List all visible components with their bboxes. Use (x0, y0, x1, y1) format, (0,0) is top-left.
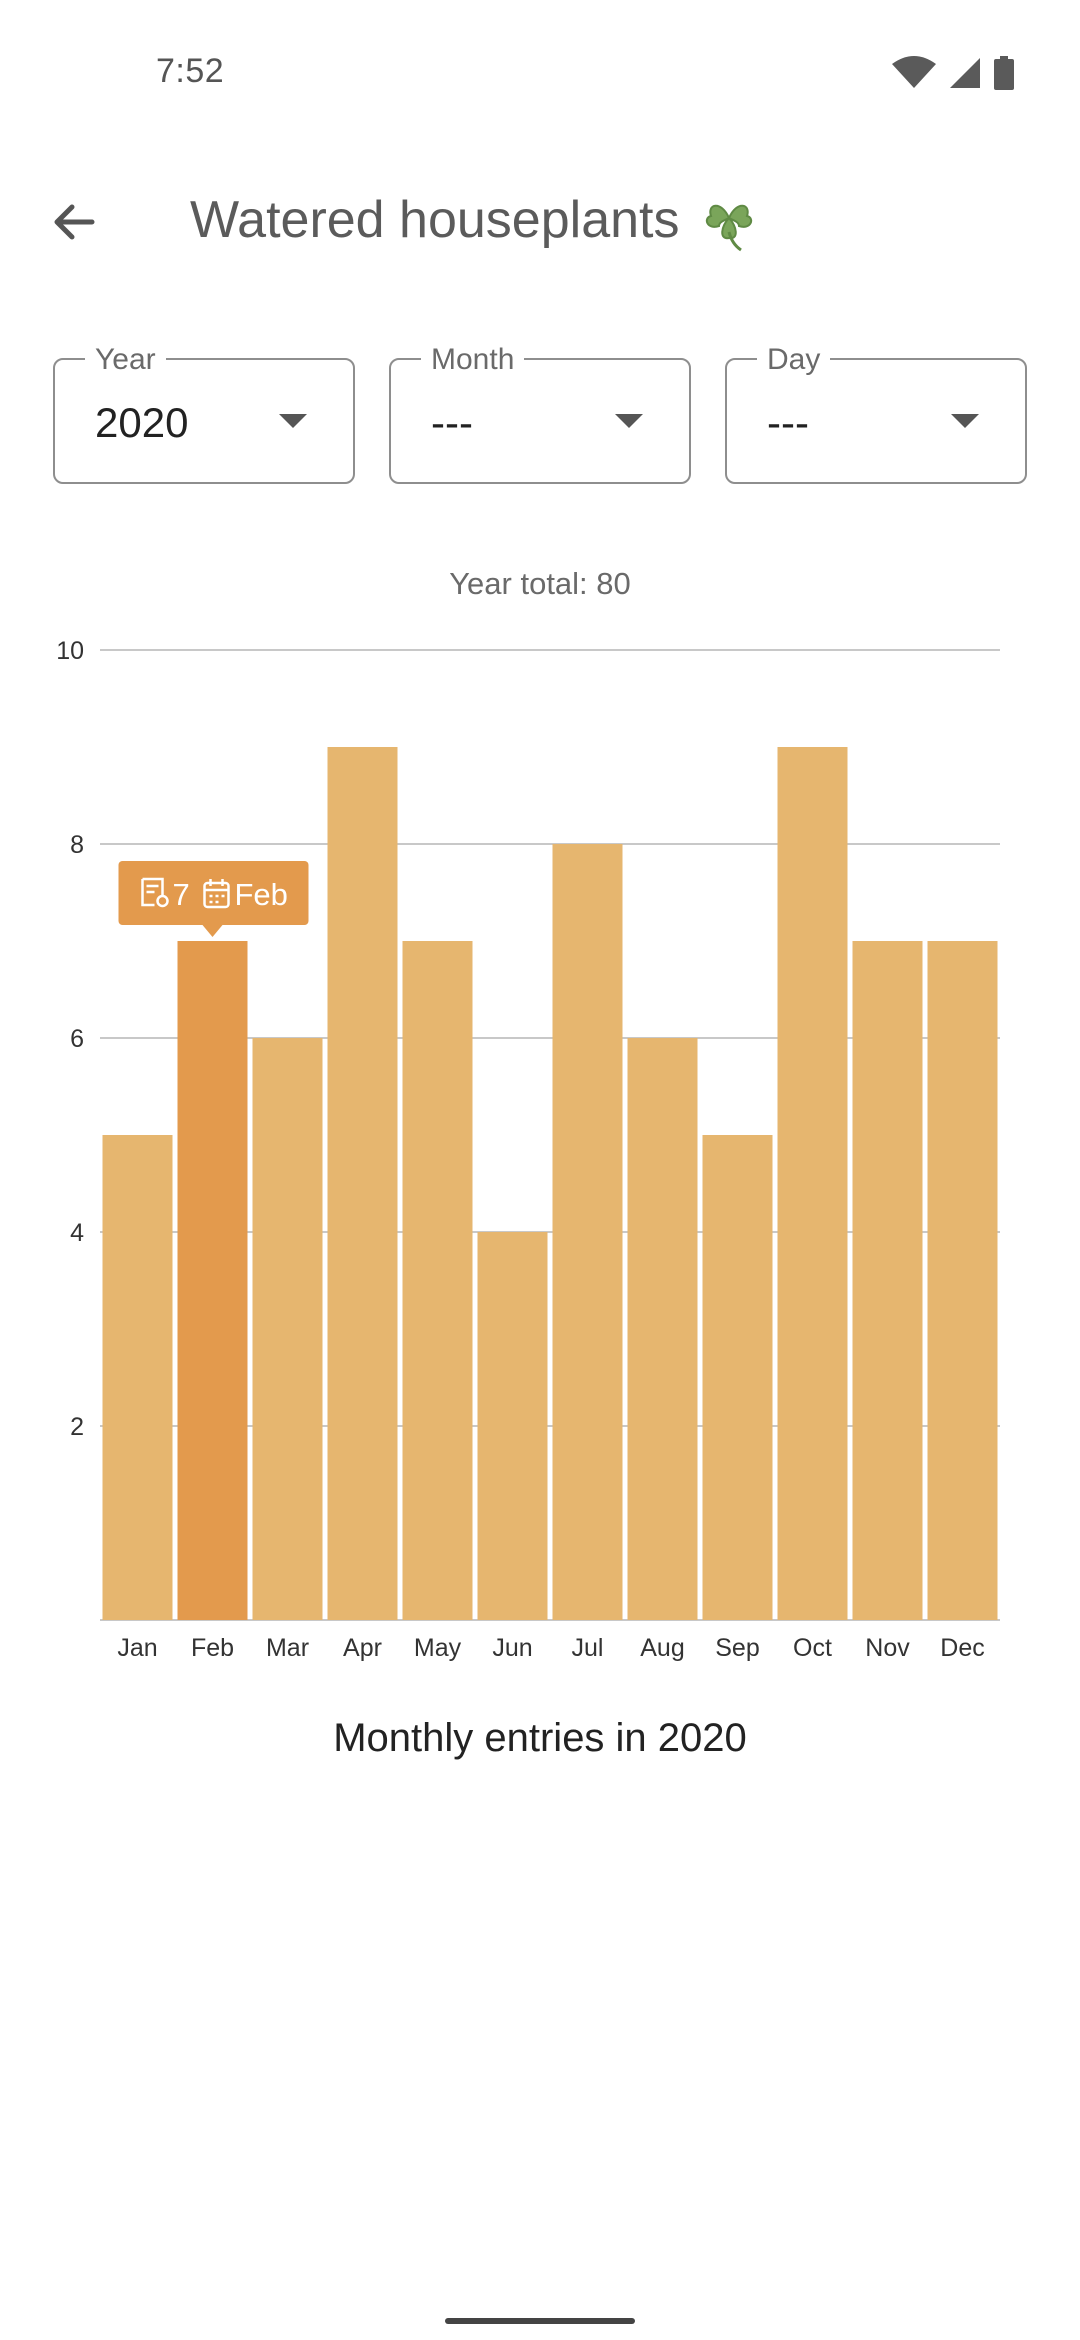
x-tick-label: Jun (492, 1634, 532, 1662)
back-button[interactable] (30, 178, 118, 266)
x-tick-label: Jan (117, 1634, 157, 1662)
entries-icon (141, 877, 164, 907)
tooltip-month: Feb (235, 877, 288, 912)
x-tick-label: Feb (191, 1634, 234, 1662)
bar-may[interactable] (402, 941, 473, 1620)
status-icons (892, 56, 1014, 95)
bar-apr[interactable] (327, 747, 398, 1620)
page-title: Watered houseplants (190, 188, 761, 252)
cellular-signal-icon (948, 56, 982, 95)
month-dropdown-value: --- (431, 399, 473, 446)
app-bar: Watered houseplants (0, 150, 1080, 290)
bar-aug[interactable] (627, 1038, 698, 1620)
year-total: Year total: 80 (449, 566, 631, 601)
home-indicator[interactable] (445, 2318, 635, 2324)
arrow-back-icon (54, 204, 95, 240)
bar-nov[interactable] (852, 941, 923, 1620)
year-dropdown-label: Year (85, 342, 166, 378)
year-dropdown-value: 2020 (95, 399, 189, 446)
y-tick-label: 10 (56, 637, 84, 665)
shamrock-icon (697, 188, 761, 252)
bar-oct[interactable] (777, 747, 848, 1620)
tooltip-pointer (202, 925, 223, 937)
day-dropdown-value: --- (767, 399, 809, 446)
x-tick-label: Dec (940, 1634, 984, 1662)
battery-icon (994, 56, 1014, 95)
bar-tooltip: 7 Feb (118, 861, 309, 937)
day-dropdown-label: Day (757, 342, 831, 378)
y-tick-label: 8 (70, 831, 84, 859)
bar-dec[interactable] (927, 941, 998, 1620)
day-dropdown[interactable]: Day --- (725, 342, 1027, 484)
x-tick-label: Mar (266, 1634, 309, 1662)
x-tick-label: Aug (640, 1634, 684, 1662)
y-tick-label: 4 (70, 1219, 84, 1247)
y-tick-label: 2 (70, 1413, 84, 1441)
bar-feb[interactable] (177, 941, 248, 1620)
bar-mar[interactable] (252, 1038, 323, 1620)
calendar-icon-detail (204, 879, 229, 904)
year-dropdown[interactable]: Year 2020 (53, 342, 355, 484)
tooltip-background (118, 861, 309, 925)
chart-title: Monthly entries in 2020 (333, 1716, 747, 1760)
x-tick-label: Oct (793, 1634, 832, 1662)
bar-sep[interactable] (702, 1135, 773, 1620)
x-tick-label: Nov (865, 1634, 910, 1662)
bar-jun[interactable] (477, 1232, 548, 1620)
calendar-icon (203, 881, 230, 909)
status-time: 7:52 (156, 52, 225, 90)
tooltip-count: 7 (173, 877, 190, 912)
dropdown-arrow-icon (951, 414, 979, 428)
x-tick-label: Apr (343, 1634, 382, 1662)
status-bar: 7:52 (0, 0, 1080, 150)
page-title-text: Watered houseplants (190, 191, 680, 249)
dropdown-arrow-icon (615, 414, 643, 428)
date-filters: Year 2020 Month --- Day --- (53, 342, 1029, 488)
x-tick-label: Sep (715, 1634, 759, 1662)
monthly-bar-chart: 2 4 6 8 10 Jan Feb Mar Apr May Jun Jul Aug Sep Oct Nov D… (56, 637, 1000, 1662)
month-dropdown[interactable]: Month --- (389, 342, 691, 484)
x-tick-label: Jul (572, 1634, 604, 1662)
y-tick-label: 6 (70, 1025, 84, 1053)
search-small-icon (156, 894, 169, 908)
bar-jan[interactable] (102, 1135, 173, 1620)
bar-jul[interactable] (552, 844, 623, 1620)
month-dropdown-label: Month (421, 342, 525, 378)
dropdown-arrow-icon (279, 414, 307, 428)
wifi-icon (892, 56, 936, 95)
x-tick-label: May (414, 1634, 462, 1662)
